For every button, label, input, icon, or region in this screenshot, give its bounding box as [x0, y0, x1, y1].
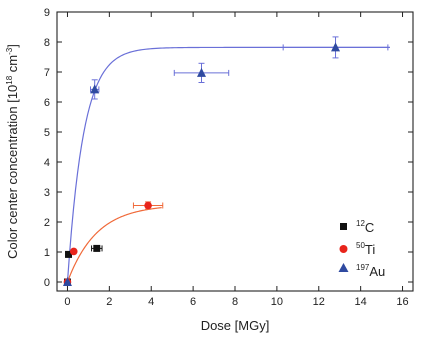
x-tick-label: 10 [271, 296, 283, 308]
legend-marker-square [340, 223, 347, 230]
legend-label-12c: 12C [356, 219, 374, 235]
legend: 12C 50Ti 197Au [338, 219, 385, 279]
y-axis-label-exp: 18 [5, 75, 14, 84]
y-tick-label: 4 [44, 157, 50, 169]
legend-item-197au: 197Au [338, 263, 385, 279]
legend-marker-circle [339, 245, 348, 253]
y-axis-label-unit: cm [5, 55, 20, 76]
y-tick-label: 9 [44, 7, 50, 19]
y-axis-label-close: ] [5, 44, 20, 48]
data-point-square [65, 250, 73, 258]
data-point-circle [69, 247, 78, 256]
data-point-triangle [196, 67, 206, 77]
x-tick-label: 12 [313, 296, 325, 308]
x-tick-label: 8 [232, 296, 238, 308]
y-tick-label: 6 [44, 97, 50, 109]
x-tick-label: 6 [190, 296, 196, 308]
legend-marker-triangle [338, 263, 349, 272]
x-tick-label: 14 [355, 296, 367, 308]
legend-label-197au: 197Au [356, 263, 385, 279]
legend-label-50ti: 50Ti [356, 241, 375, 257]
data-point-triangle [62, 277, 72, 286]
fit-curve-1 [66, 207, 162, 283]
y-tick-label: 7 [44, 67, 50, 79]
x-tick-label: 4 [148, 296, 154, 308]
x-tick-label: 0 [64, 296, 70, 308]
y-tick-label: 0 [44, 277, 50, 289]
data-point-square [93, 244, 101, 252]
y-axis-label-unit-exp: -3 [5, 47, 14, 55]
x-tick-label: 2 [106, 296, 112, 308]
x-tick-label: 16 [396, 296, 408, 308]
y-tick-label: 1 [44, 247, 50, 259]
legend-item-12c: 12C [340, 219, 374, 235]
y-tick-label: 8 [44, 37, 50, 49]
x-axis-label: Dose [MGy] [201, 318, 270, 333]
y-axis-label: Color center concentration [1018 cm-3] [5, 44, 20, 259]
legend-item-50ti: 50Ti [339, 241, 375, 257]
data-point-triangle [90, 84, 100, 94]
data-point-circle [144, 201, 152, 210]
data-point-triangle [331, 42, 341, 52]
y-tick-label: 5 [44, 127, 50, 139]
y-tick-label: 2 [44, 217, 50, 229]
y-axis-label-main: Color center concentration [10 [5, 85, 20, 259]
y-tick-label: 3 [44, 187, 50, 199]
